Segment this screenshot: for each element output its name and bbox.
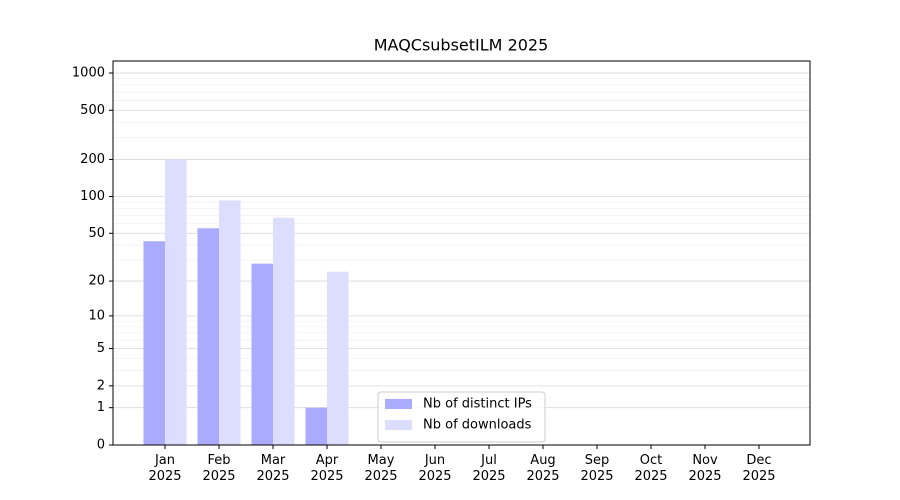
bar	[165, 159, 187, 445]
bar	[327, 271, 349, 445]
bar	[273, 217, 295, 445]
bar	[143, 241, 165, 445]
y-tick-label: 0	[97, 438, 105, 453]
legend-swatch	[385, 399, 412, 409]
x-tick-label: Aug 2025	[526, 453, 560, 484]
bar	[251, 263, 273, 445]
x-tick-label: Oct 2025	[634, 453, 668, 484]
x-tick-label: May 2025	[364, 453, 398, 484]
legend: Nb of distinct IPs Nb of downloads	[377, 391, 546, 443]
x-tick-label: Apr 2025	[310, 453, 344, 484]
y-tick-label: 200	[80, 152, 105, 167]
x-tick-label: Feb 2025	[202, 453, 236, 484]
y-tick-label: 500	[80, 103, 105, 118]
y-tick-label: 1	[97, 400, 105, 415]
chart-title: MAQCsubsetILM 2025	[374, 36, 549, 55]
x-tick-label: Jul 2025	[472, 453, 506, 484]
bar	[219, 200, 241, 445]
bar	[197, 228, 219, 445]
y-tick-label: 1000	[72, 66, 105, 81]
legend-label: Nb of downloads	[423, 418, 532, 433]
y-tick-label: 2	[97, 378, 105, 393]
x-tick-label: Sep 2025	[580, 453, 614, 484]
x-tick-label: Jan 2025	[148, 453, 182, 484]
y-tick-label: 5	[97, 341, 105, 356]
y-tick-label: 20	[88, 274, 105, 289]
legend-label: Nb of distinct IPs	[423, 397, 532, 412]
x-tick-label: Jun 2025	[418, 453, 452, 484]
plot-frame	[112, 60, 811, 446]
bar	[305, 407, 327, 445]
legend-swatch	[385, 420, 412, 430]
legend-box	[377, 391, 546, 443]
y-tick-label: 50	[88, 226, 105, 241]
x-tick-label: Dec 2025	[742, 453, 776, 484]
y-tick-label: 10	[88, 308, 105, 323]
x-tick-label: Mar 2025	[256, 453, 290, 484]
x-tick-label: Nov 2025	[688, 453, 722, 484]
y-tick-label: 100	[80, 189, 105, 204]
